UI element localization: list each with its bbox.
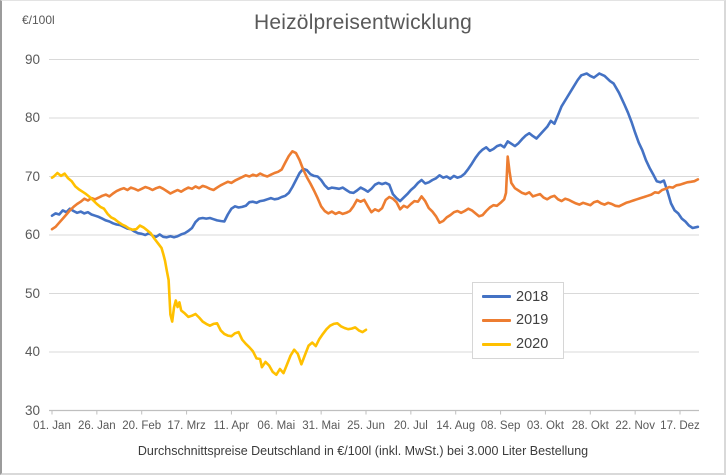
y-axis-label: 50 — [24, 285, 40, 301]
x-axis-label: 08. Sep — [480, 420, 521, 432]
x-axis-label: 31. Mai — [302, 420, 340, 432]
x-axis-label: 01. Jan — [33, 420, 71, 432]
x-axis-label: 22. Nov — [615, 420, 655, 432]
y-axis-label: 70 — [24, 168, 40, 184]
legend-line-swatch-2020 — [482, 342, 511, 346]
legend-item-2018: 2018 — [482, 289, 563, 305]
y-axis-label: 30 — [24, 402, 40, 418]
legend-line-swatch-2019 — [482, 318, 511, 322]
x-axis-label: 14. Aug — [436, 420, 476, 432]
series-line-2018 — [50, 72, 700, 239]
x-axis-label: 03. Okt — [526, 420, 564, 432]
x-axis-label: 25. Jun — [347, 420, 385, 432]
x-axis-label: 20. Feb — [122, 420, 162, 432]
y-axis-label: 60 — [24, 227, 40, 242]
x-axis-label: 26. Jan — [77, 420, 116, 432]
chart-caption: Durchschnittspreise Deutschland in €/100… — [137, 444, 589, 458]
x-axis-label: 06. Mai — [257, 420, 296, 432]
x-axis-label: 28. Okt — [571, 420, 609, 432]
legend-line-swatch-2018 — [482, 295, 511, 299]
y-axis-label: 40 — [24, 344, 40, 359]
series-line-2019 — [50, 150, 700, 231]
legend-label: 2020 — [516, 336, 549, 353]
legend-item-2019: 2019 — [482, 312, 563, 328]
x-axis-label: 11. Apr — [213, 420, 250, 432]
chart-title: Heizölpreisentwicklung — [254, 11, 472, 34]
series-line-2020 — [50, 171, 368, 377]
x-axis-label: 17. Dez — [660, 420, 700, 432]
x-axis-label: 20. Jul — [393, 420, 428, 432]
legend: 2018 2019 2020 — [472, 282, 564, 359]
legend-label: 2019 — [516, 312, 549, 329]
x-axis-label: 17. Mrz — [167, 420, 206, 432]
legend-label: 2018 — [516, 288, 549, 305]
y-axis-label: 80 — [24, 110, 40, 125]
legend-item-2020: 2020 — [482, 336, 563, 352]
y-axis-label: 90 — [24, 51, 40, 67]
y-axis-unit-label: €/100l — [22, 13, 55, 27]
